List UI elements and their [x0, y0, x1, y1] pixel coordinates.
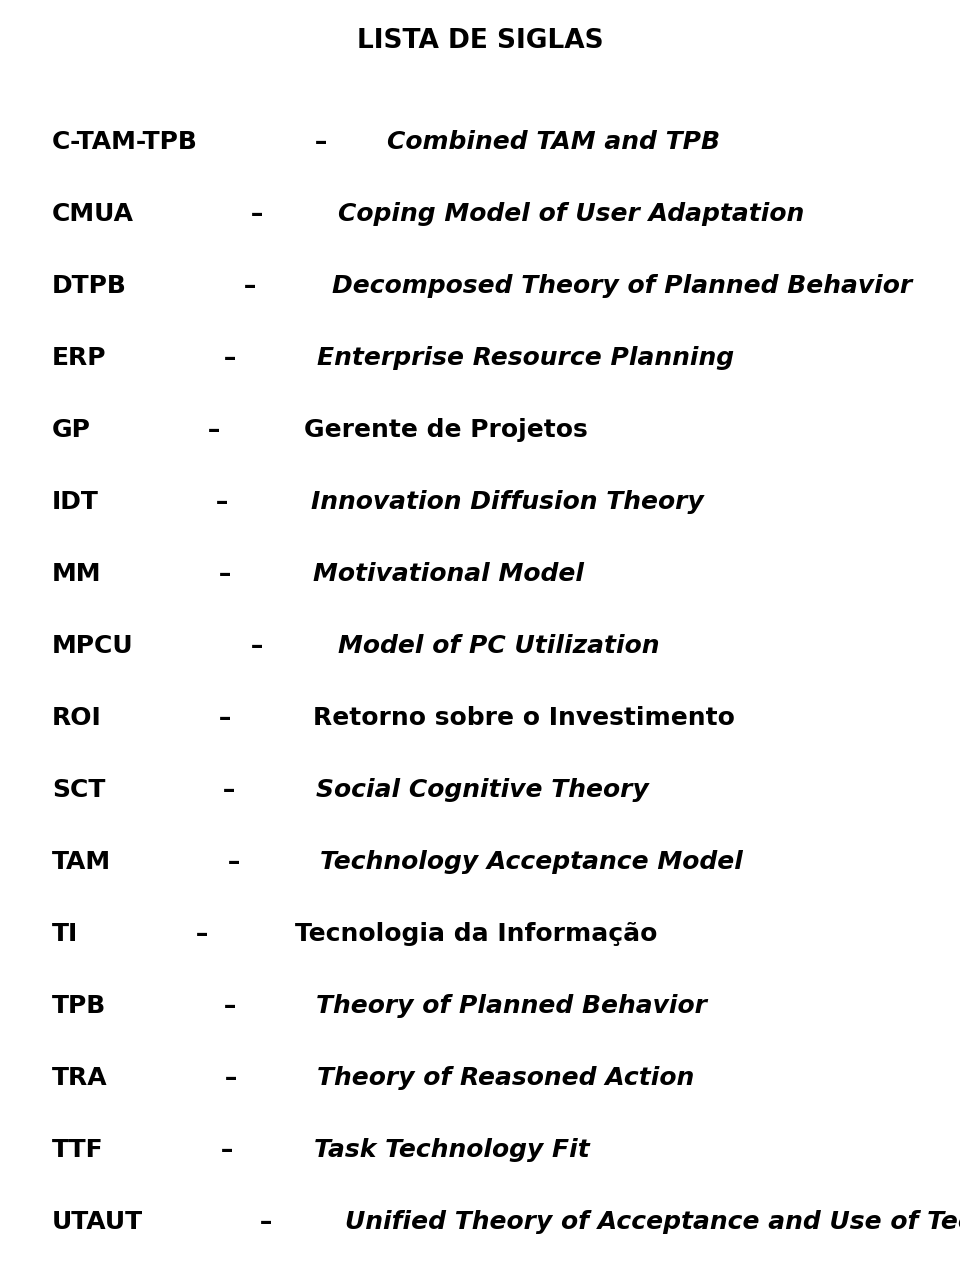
- Text: GP: GP: [52, 418, 91, 442]
- Text: –: –: [306, 130, 336, 154]
- Text: CMUA: CMUA: [52, 201, 134, 226]
- Text: Motivational Model: Motivational Model: [313, 562, 584, 586]
- Text: –: –: [235, 274, 265, 298]
- Text: –: –: [210, 706, 240, 731]
- Text: –: –: [242, 634, 272, 658]
- Text: Coping Model of User Adaptation: Coping Model of User Adaptation: [338, 201, 804, 226]
- Text: LISTA DE SIGLAS: LISTA DE SIGLAS: [357, 28, 603, 54]
- Text: –: –: [212, 1139, 242, 1162]
- Text: –: –: [214, 778, 244, 802]
- Text: C-TAM-TPB: C-TAM-TPB: [52, 130, 198, 154]
- Text: MPCU: MPCU: [52, 634, 133, 658]
- Text: TAM: TAM: [52, 850, 111, 873]
- Text: Gerente de Projetos: Gerente de Projetos: [304, 418, 588, 442]
- Text: –: –: [220, 850, 250, 873]
- Text: MM: MM: [52, 562, 102, 586]
- Text: TPB: TPB: [52, 994, 107, 1017]
- Text: UTAUT: UTAUT: [52, 1210, 143, 1234]
- Text: –: –: [207, 490, 237, 514]
- Text: –: –: [210, 562, 240, 586]
- Text: Theory of Planned Behavior: Theory of Planned Behavior: [317, 994, 708, 1017]
- Text: Unified Theory of Acceptance and Use of Technology: Unified Theory of Acceptance and Use of …: [345, 1210, 960, 1234]
- Text: –: –: [199, 418, 229, 442]
- Text: Innovation Diffusion Theory: Innovation Diffusion Theory: [311, 490, 704, 514]
- Text: –: –: [186, 922, 217, 946]
- Text: –: –: [215, 346, 245, 370]
- Text: –: –: [242, 201, 273, 226]
- Text: Social Cognitive Theory: Social Cognitive Theory: [316, 778, 648, 802]
- Text: Technology Acceptance Model: Technology Acceptance Model: [321, 850, 743, 873]
- Text: ERP: ERP: [52, 346, 107, 370]
- Text: TRA: TRA: [52, 1066, 108, 1090]
- Text: Enterprise Resource Planning: Enterprise Resource Planning: [317, 346, 733, 370]
- Text: –: –: [216, 1066, 246, 1090]
- Text: ROI: ROI: [52, 706, 102, 731]
- Text: DTPB: DTPB: [52, 274, 127, 298]
- Text: Retorno sobre o Investimento: Retorno sobre o Investimento: [313, 706, 734, 731]
- Text: TTF: TTF: [52, 1139, 104, 1162]
- Text: Model of PC Utilization: Model of PC Utilization: [338, 634, 660, 658]
- Text: SCT: SCT: [52, 778, 106, 802]
- Text: –: –: [214, 994, 245, 1017]
- Text: Decomposed Theory of Planned Behavior: Decomposed Theory of Planned Behavior: [332, 274, 913, 298]
- Text: Combined TAM and TPB: Combined TAM and TPB: [388, 130, 720, 154]
- Text: Task Technology Fit: Task Technology Fit: [314, 1139, 590, 1162]
- Text: Theory of Reasoned Action: Theory of Reasoned Action: [318, 1066, 695, 1090]
- Text: IDT: IDT: [52, 490, 99, 514]
- Text: TI: TI: [52, 922, 79, 946]
- Text: Tecnologia da Informação: Tecnologia da Informação: [295, 922, 657, 946]
- Text: –: –: [252, 1210, 281, 1234]
